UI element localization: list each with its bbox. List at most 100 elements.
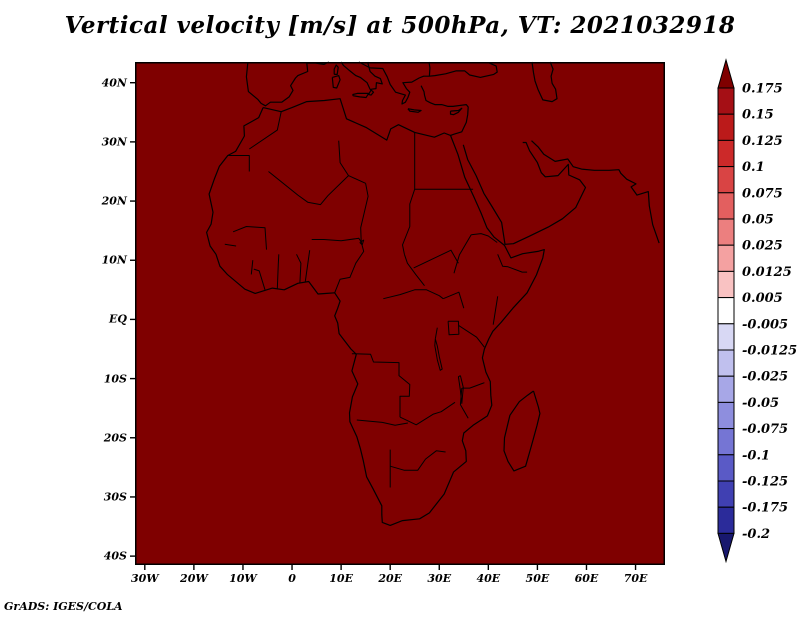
country-border-path [296, 254, 302, 283]
colorbar-label: -0.175 [742, 501, 788, 516]
colorbar-segment [717, 87, 735, 115]
colorbar-segment [717, 323, 735, 351]
colorbar-label: -0.005 [742, 317, 788, 332]
x-tick-label: 10W [229, 572, 257, 585]
colorbar-segment [717, 166, 735, 194]
y-tick-label: 40N [101, 76, 127, 90]
country-border-path [351, 353, 411, 418]
colorbar-label: -0.05 [742, 396, 779, 411]
colorbar-triangle [717, 58, 735, 89]
colorbar-label: 0.005 [742, 291, 783, 306]
colorbar-label: -0.125 [742, 475, 788, 490]
map-frame [130, 61, 665, 570]
colorbar-label: 0.1 [742, 160, 765, 175]
colorbar-label: 0.15 [742, 108, 774, 123]
colorbar-segment [717, 218, 735, 246]
country-border-path [250, 260, 254, 275]
y-tick-label: 10N [101, 253, 127, 267]
country-border-path [304, 250, 311, 282]
country-border-path [383, 289, 444, 300]
colorbar-label: 0.0125 [742, 265, 792, 280]
country-border-path [253, 268, 266, 290]
country-border-path [413, 249, 459, 269]
colorbar-segment [717, 192, 735, 220]
grads-credit: GrADS: IGES/COLA [4, 600, 123, 613]
africa-coastline-overlay [130, 61, 665, 570]
coastline-path [531, 140, 660, 244]
country-border-path [399, 401, 456, 426]
colorbar-segment [717, 297, 735, 325]
y-tick-label: 30N [101, 135, 127, 149]
colorbar-segment [717, 401, 735, 430]
chart-title: Vertical velocity [m/s] at 500hPa, VT: 2… [64, 12, 736, 39]
x-tick-label: 20W [180, 572, 208, 585]
country-border-path [471, 233, 498, 243]
lake-outline-path [457, 375, 464, 404]
x-tick-label: 40E [476, 572, 501, 585]
coastline-path [407, 108, 422, 113]
lake-outline-path [359, 239, 365, 246]
map-border [135, 62, 665, 565]
coastline-path [352, 92, 370, 99]
colorbar-segment [717, 375, 735, 403]
coastline-path [331, 75, 341, 89]
coastline-path [462, 141, 587, 245]
country-border-path [360, 183, 369, 242]
colorbar-label: -0.1 [742, 448, 770, 463]
x-tick-label: 50E [525, 572, 550, 585]
y-tick-label: 30S [103, 490, 127, 504]
colorbar-label: 0.025 [742, 239, 783, 254]
country-border-path [227, 155, 250, 172]
y-tick-label: 20N [101, 194, 127, 208]
coastline-path [340, 61, 383, 96]
coastline-path [333, 64, 339, 75]
country-border-path [311, 237, 362, 243]
colorbar-label: 0.075 [742, 186, 783, 201]
country-border-path [459, 388, 469, 419]
y-tick-label: 10S [103, 372, 127, 386]
country-border-path [461, 382, 485, 389]
lake-outline-path [447, 320, 460, 336]
coastline-path [531, 61, 558, 103]
y-tick-label: 40S [103, 549, 127, 563]
y-tick-label: 20S [103, 431, 127, 445]
country-border-path [497, 254, 528, 273]
colorbar-segment [717, 349, 735, 377]
country-border-path [443, 291, 465, 309]
x-tick-label: 70E [623, 572, 648, 585]
country-border-path [458, 324, 485, 348]
colorbar-triangle [717, 532, 735, 564]
colorbar-label: -0.075 [742, 422, 788, 437]
x-tick-label: 0 [288, 572, 296, 585]
x-tick-label: 20E [378, 572, 403, 585]
colorbar-label: -0.2 [742, 527, 770, 542]
country-border-path [249, 111, 282, 150]
lake-outline-path [434, 338, 443, 371]
country-border-path [453, 234, 472, 274]
country-border-path [434, 327, 438, 339]
velocity-field-canvas [135, 62, 665, 565]
colorbar-segment [717, 480, 735, 508]
colorbar-segment [717, 139, 735, 168]
country-border-path [268, 171, 349, 206]
colorbar-segment [717, 428, 735, 456]
colorbar-label: -0.0125 [742, 344, 797, 359]
colorbar-segment [717, 244, 735, 272]
colorbar: 0.175 0.15 0.125 0.1 0.075 0.05 0.025 0.0125 0.0… [717, 58, 797, 564]
coastline-path [245, 61, 330, 107]
coastline-path [206, 98, 545, 526]
colorbar-label: -0.025 [742, 370, 788, 385]
colorbar-label: 0.05 [742, 213, 774, 228]
x-tick-label: 60E [574, 572, 599, 585]
country-border-path [334, 241, 365, 293]
country-border-path [390, 450, 446, 471]
coastline-path [420, 85, 469, 136]
country-border-path [338, 140, 366, 184]
colorbar-segment [717, 454, 735, 482]
colorbar-label: 0.175 [742, 82, 783, 97]
country-border-path [402, 189, 416, 255]
x-tick-label: 30E [427, 572, 452, 585]
colorbar-segment [717, 113, 735, 141]
coastline-path [358, 61, 498, 105]
